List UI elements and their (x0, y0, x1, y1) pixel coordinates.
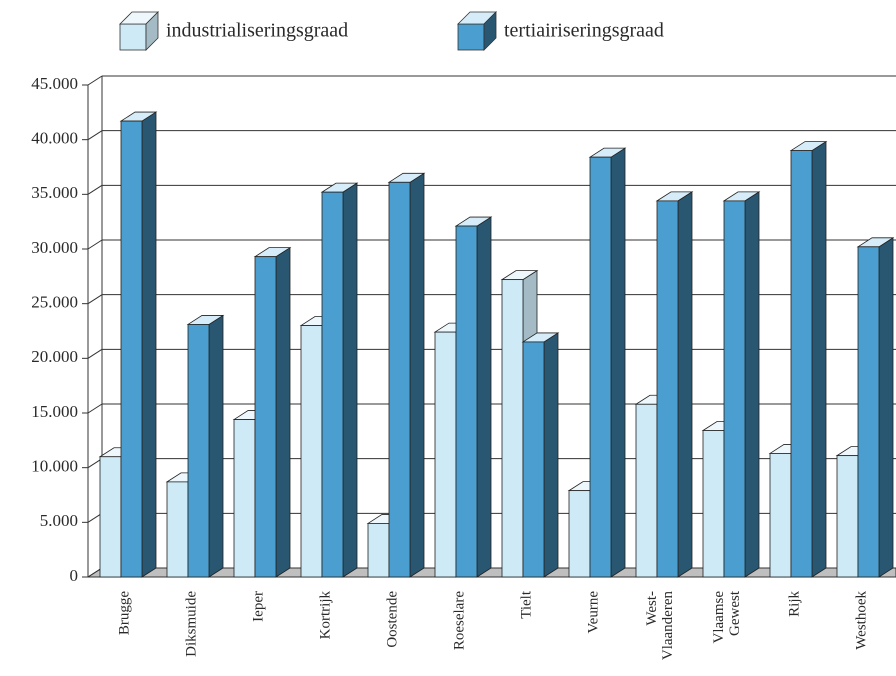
bar (655, 191, 694, 578)
bar (789, 140, 828, 578)
bar-front (836, 455, 859, 578)
y-tick-label: 25.000 (31, 293, 78, 312)
x-tick-label: Kortrijk (317, 591, 333, 640)
x-tick-label: Diksmuide (183, 591, 199, 657)
bar-front (522, 341, 545, 578)
bar-front (589, 156, 612, 578)
y-tick-label: 0 (70, 566, 79, 585)
x-tick-label: Rijk (786, 591, 802, 617)
grid-line (87, 130, 103, 141)
legend-side (145, 11, 159, 51)
bar-front (635, 403, 658, 578)
bar (387, 172, 426, 578)
legend-side (483, 11, 497, 51)
bar-front (769, 453, 792, 578)
x-tick-label: Veurne (585, 591, 601, 634)
bar-side (744, 191, 760, 578)
x-tick-label-line: Vlaamse (711, 591, 727, 644)
bar-front (723, 200, 746, 578)
bar (856, 237, 895, 578)
x-tick-label: Brugge (116, 591, 132, 636)
y-tick-label: 40.000 (31, 129, 78, 148)
bar-side (342, 182, 358, 578)
bar-front (434, 331, 457, 578)
bar-front (702, 430, 725, 578)
grid-line (87, 75, 103, 86)
bar-front (501, 279, 524, 578)
bar-front (300, 325, 323, 578)
bar-side (677, 191, 693, 578)
bar (320, 182, 359, 578)
x-tick-label: Tielt (518, 590, 534, 619)
x-tick-label: Roeselare (451, 591, 467, 650)
legend-label: tertiairiseringsgraad (504, 20, 664, 42)
legend-swatch (457, 11, 497, 51)
bar-side (141, 111, 157, 578)
grid-line (87, 403, 103, 414)
bar-front (568, 490, 591, 578)
x-tick-label-line: Gewest (727, 590, 743, 636)
bar-front (120, 120, 143, 578)
grid-line (87, 239, 103, 250)
y-tick-label: 10.000 (31, 457, 78, 476)
bar-front (388, 181, 411, 578)
x-tick-label-line: Vlaanderen (660, 591, 676, 661)
bar (253, 246, 292, 578)
bar (521, 332, 560, 578)
bar-front (857, 246, 880, 578)
bar-front (455, 225, 478, 578)
y-tick-label: 35.000 (31, 183, 78, 202)
legend-label: industrialiseringsgraad (166, 20, 348, 42)
bar-front (166, 481, 189, 578)
bar-side (811, 140, 827, 578)
bar (588, 147, 627, 578)
bar-front (790, 150, 813, 578)
legend-swatch (119, 11, 159, 51)
bar-side (409, 172, 425, 578)
bar-front (99, 456, 122, 578)
y-tick-label: 5.000 (40, 511, 78, 530)
bar (722, 191, 761, 578)
bar (186, 314, 225, 578)
grid-line (87, 184, 103, 195)
bar-front (656, 200, 679, 578)
y-tick-label: 15.000 (31, 402, 78, 421)
bar-front (321, 191, 344, 578)
grid-line (87, 294, 103, 305)
bar-side (208, 314, 224, 578)
legend-front (457, 23, 485, 51)
bar-side (275, 246, 291, 578)
bar (454, 216, 493, 578)
x-tick-label-line: West- (644, 591, 660, 626)
bar-side (610, 147, 626, 578)
grid-line (87, 348, 103, 359)
legend-front (119, 23, 147, 51)
bar-side (476, 216, 492, 578)
bar (119, 111, 158, 578)
y-tick-label: 20.000 (31, 347, 78, 366)
y-tick-label: 30.000 (31, 238, 78, 257)
bar-front (233, 419, 256, 578)
bar-side (543, 332, 559, 578)
bar-front (187, 324, 210, 578)
bar-front (367, 523, 390, 578)
x-tick-label: Ieper (250, 591, 266, 622)
bar-front (254, 256, 277, 578)
x-tick-label: West-Vlaanderen (644, 591, 676, 661)
x-tick-label: VlaamseGewest (711, 590, 743, 643)
bar-side (878, 237, 894, 578)
x-tick-label: Oostende (384, 591, 400, 648)
x-tick-label: Westhoek (853, 591, 869, 650)
y-tick-label: 45.000 (31, 74, 78, 93)
